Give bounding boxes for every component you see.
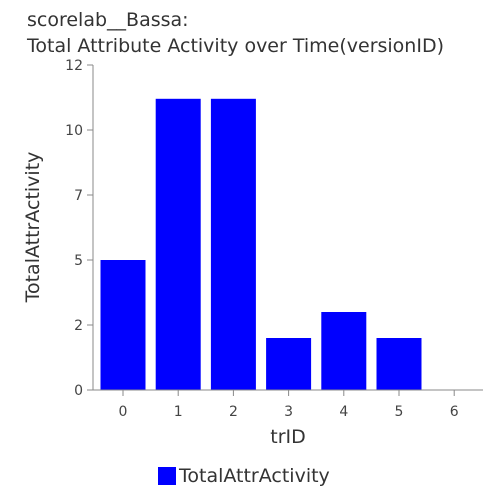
bars <box>100 98 422 391</box>
y-axis-title: TotalAttrActivity <box>22 152 44 304</box>
x-tick-label: 3 <box>284 404 293 420</box>
x-tick-label: 0 <box>119 404 128 420</box>
y-tick-label: 10 <box>65 123 83 139</box>
bar-5 <box>376 338 422 390</box>
legend: TotalAttrActivity <box>158 465 330 487</box>
bar-2 <box>210 98 256 391</box>
legend-label: TotalAttrActivity <box>179 465 330 487</box>
y-tick-label: 0 <box>74 383 83 399</box>
bar-3 <box>266 338 312 390</box>
y-tick-label: 5 <box>74 253 83 269</box>
legend-swatch <box>158 467 176 485</box>
bar-1 <box>155 98 201 391</box>
x-axis-ticks: 0 1 2 3 4 5 6 <box>119 390 459 420</box>
chart-title-line-1: scorelab__Bassa: <box>27 9 189 31</box>
bar-4 <box>321 312 367 390</box>
x-tick-label: 4 <box>339 404 348 420</box>
chart-title-line-2: Total Attribute Activity over Time(versi… <box>27 35 444 57</box>
y-tick-label: 7 <box>74 188 83 204</box>
bar-0 <box>100 260 146 390</box>
chart-title: scorelab__Bassa: Total Attribute Activit… <box>27 7 444 59</box>
x-tick-label: 5 <box>395 404 404 420</box>
x-tick-label: 2 <box>229 404 238 420</box>
x-tick-label: 1 <box>174 404 183 420</box>
x-axis-title: trID <box>270 426 306 448</box>
y-axis-ticks: 0 2 5 7 10 12 <box>65 58 93 399</box>
y-tick-label: 12 <box>65 58 83 74</box>
x-tick-label: 6 <box>450 404 459 420</box>
y-tick-label: 2 <box>74 318 83 334</box>
